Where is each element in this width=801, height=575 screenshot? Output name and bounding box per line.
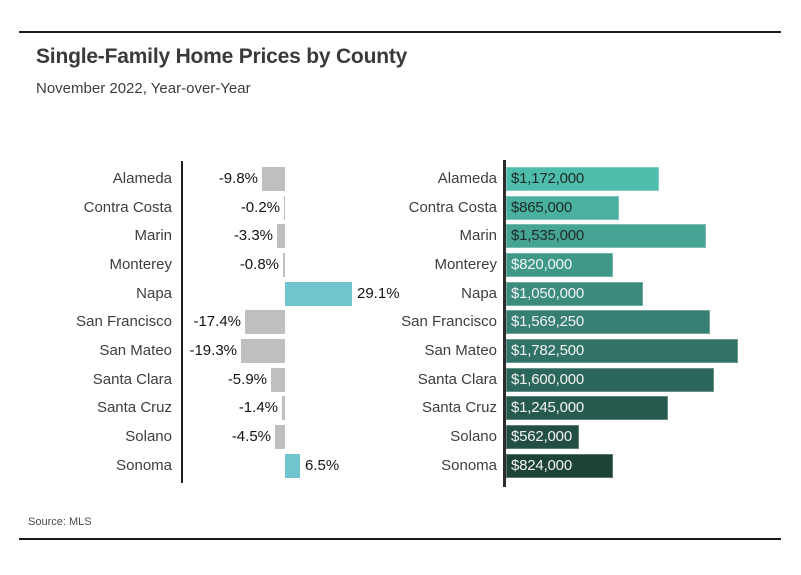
price-bar xyxy=(506,196,619,220)
price-value-label: $1,569,250 xyxy=(511,313,585,330)
change-bar xyxy=(285,282,352,306)
right-county-label: Alameda xyxy=(437,170,497,187)
right-county-label: Marin xyxy=(459,227,497,244)
price-bar xyxy=(506,368,714,392)
left-county-label: Santa Clara xyxy=(92,371,172,388)
change-bar xyxy=(285,454,300,478)
right-county-label: Solano xyxy=(450,428,497,445)
change-bar xyxy=(271,368,285,392)
change-bar xyxy=(284,196,285,220)
change-bar xyxy=(283,253,285,277)
price-bar xyxy=(506,396,668,420)
price-value-label: $1,782,500 xyxy=(511,342,585,359)
bottom-divider xyxy=(19,538,781,540)
price-bar xyxy=(506,310,710,334)
left-county-label: Alameda xyxy=(112,170,172,187)
price-value-label: $1,535,000 xyxy=(511,227,585,244)
right-chart-axis-line xyxy=(503,160,506,487)
change-bar xyxy=(262,167,285,191)
price-bar xyxy=(506,425,579,449)
change-value-label: -0.2% xyxy=(240,199,280,216)
change-bar xyxy=(275,425,285,449)
left-chart-axis-line xyxy=(181,161,183,483)
right-county-label: Santa Clara xyxy=(417,371,497,388)
change-bar xyxy=(277,224,285,248)
price-value-label: $1,245,000 xyxy=(511,399,585,416)
source-note: Source: MLS xyxy=(28,516,92,528)
price-value-label: $1,600,000 xyxy=(511,371,585,388)
change-value-label: -9.8% xyxy=(218,170,258,187)
right-county-label: San Francisco xyxy=(401,313,497,330)
left-county-label: Monterey xyxy=(109,256,172,273)
change-value-label: -0.8% xyxy=(239,256,279,273)
price-value-label: $1,050,000 xyxy=(511,285,585,302)
change-value-label: 29.1% xyxy=(357,285,400,302)
left-county-label: Marin xyxy=(134,227,172,244)
change-bar xyxy=(245,310,285,334)
change-value-label: -19.3% xyxy=(189,342,237,359)
change-value-label: 6.5% xyxy=(305,457,340,474)
price-bar xyxy=(506,167,659,191)
change-value-label: -5.9% xyxy=(227,371,267,388)
price-bar xyxy=(506,282,643,306)
left-county-label: Sonoma xyxy=(116,457,172,474)
right-county-label: Contra Costa xyxy=(408,199,497,216)
price-value-label: $824,000 xyxy=(511,457,572,474)
change-bar xyxy=(241,339,285,363)
page-subtitle: November 2022, Year-over-Year xyxy=(36,80,251,97)
price-bar xyxy=(506,339,738,363)
change-value-label: -3.3% xyxy=(233,227,273,244)
price-value-label: $1,172,000 xyxy=(511,170,585,187)
price-value-label: $562,000 xyxy=(511,428,572,445)
left-county-label: Napa xyxy=(136,285,172,302)
left-county-label: Santa Cruz xyxy=(96,399,172,416)
price-value-label: $865,000 xyxy=(511,199,572,216)
change-value-label: -17.4% xyxy=(193,313,241,330)
right-county-label: San Mateo xyxy=(424,342,497,359)
change-value-label: -4.5% xyxy=(231,428,271,445)
right-county-label: Sonoma xyxy=(441,457,497,474)
price-bar xyxy=(506,454,613,478)
change-value-label: -1.4% xyxy=(238,399,278,416)
right-county-label: Napa xyxy=(461,285,497,302)
price-bar xyxy=(506,224,706,248)
right-county-label: Santa Cruz xyxy=(421,399,497,416)
price-bar xyxy=(506,253,613,277)
page-title: Single-Family Home Prices by County xyxy=(36,45,408,68)
right-county-label: Monterey xyxy=(434,256,497,273)
left-county-label: Contra Costa xyxy=(83,199,172,216)
left-county-label: Solano xyxy=(125,428,172,445)
price-value-label: $820,000 xyxy=(511,256,572,273)
change-bar xyxy=(282,396,285,420)
top-divider xyxy=(19,31,781,33)
left-county-label: San Mateo xyxy=(99,342,172,359)
left-county-label: San Francisco xyxy=(76,313,172,330)
